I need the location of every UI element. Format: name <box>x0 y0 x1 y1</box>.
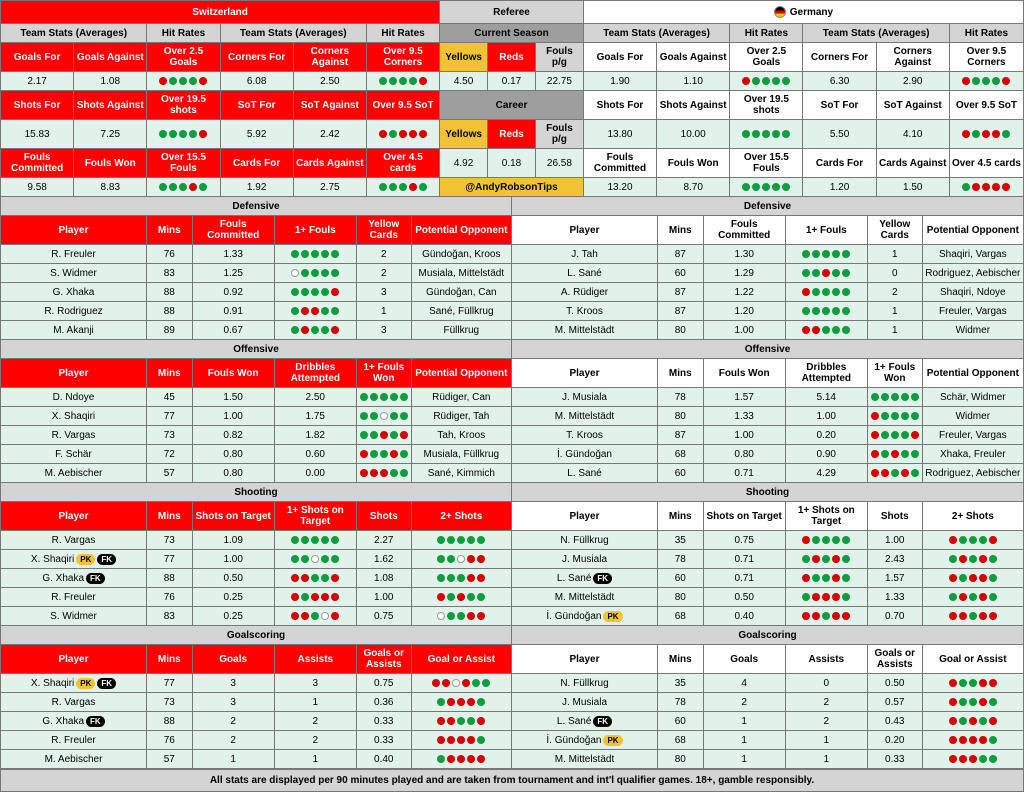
title-row: Switzerland Referee Germany <box>1 1 1023 24</box>
section-title-row: ShootingShooting <box>1 483 1023 502</box>
stat-value-row: 2.171.086.082.50 4.50 0.17 22.751.901.10… <box>1 72 1023 91</box>
player-row: M. Aebischer57110.40M. Mittelstädt80110.… <box>1 750 1023 769</box>
player-row: M. Akanji890.673FüllkrugM. Mittelstädt80… <box>1 321 1023 340</box>
ref-fouls-lbl: Fouls p/g <box>536 43 584 71</box>
player-row: S. Widmer830.250.75İ. GündoğanPK680.400.… <box>1 607 1023 626</box>
player-row: R. Freuler761.332Gündoğan, KroosJ. Tah87… <box>1 245 1023 264</box>
section-title-row: OffensiveOffensive <box>1 340 1023 359</box>
player-row: R. Vargas730.821.82Tah, KroosT. Kroos871… <box>1 426 1023 445</box>
flag-icon <box>774 6 786 18</box>
section-title-row: DefensiveDefensive <box>1 197 1023 216</box>
player-row: X. ShaqiriPKFK77330.75N. Füllkrug35400.5… <box>1 674 1023 693</box>
player-row: R. Freuler76220.33İ. GündoğanPK68110.20 <box>1 731 1023 750</box>
stat-value-row: 9.588.831.922.75@AndyRobsonTips13.208.70… <box>1 178 1023 197</box>
player-row: M. Aebischer570.800.00Sané, KimmichL. Sa… <box>1 464 1023 483</box>
player-row: G. XhakaFK88220.33L. SanéFK60120.43 <box>1 712 1023 731</box>
stat-header-row: Shots ForShots AgainstOver 19.5 shotsSoT… <box>1 91 1023 120</box>
section-cols-row: PlayerMinsFouls WonDribbles Attempted1+ … <box>1 359 1023 388</box>
team-right-name: Germany <box>584 1 1023 23</box>
player-row: X. ShaqiriPKFK771.001.62J. Musiala780.71… <box>1 550 1023 569</box>
stat-value-row: 15.837.255.922.42 Yellows Reds Fouls p/g… <box>1 120 1023 149</box>
player-row: F. Schär720.800.60Musiala, Füllkrugİ. Gü… <box>1 445 1023 464</box>
section-cols-row: PlayerMinsShots on Target1+ Shots on Tar… <box>1 502 1023 531</box>
section-title-row: GoalscoringGoalscoring <box>1 626 1023 645</box>
handle[interactable]: @AndyRobsonTips <box>440 178 584 196</box>
player-row: S. Widmer831.252Musiala, MittelstädtL. S… <box>1 264 1023 283</box>
team-left-name: Switzerland <box>1 1 440 23</box>
player-row: R. Vargas731.092.27N. Füllkrug350.751.00 <box>1 531 1023 550</box>
stat-header-row: Goals ForGoals AgainstOver 2.5 GoalsCorn… <box>1 43 1023 72</box>
footer-note: All stats are displayed per 90 minutes p… <box>1 769 1023 791</box>
ref-yellows-lbl: Yellows <box>440 43 488 71</box>
stats-container: Switzerland Referee Germany Team Stats (… <box>0 0 1024 792</box>
section-cols-row: PlayerMinsFouls Committed1+ FoulsYellow … <box>1 216 1023 245</box>
player-row: G. Xhaka880.923Gündoğan, CanA. Rüdiger87… <box>1 283 1023 302</box>
player-row: D. Ndoye451.502.50Rüdiger, CanJ. Musiala… <box>1 388 1023 407</box>
player-row: X. Shaqiri771.001.75Rüdiger, TahM. Mitte… <box>1 407 1023 426</box>
player-row: G. XhakaFK880.501.08L. SanéFK600.711.57 <box>1 569 1023 588</box>
player-row: R. Rodriguez880.911Sané, FüllkrugT. Kroo… <box>1 302 1023 321</box>
top-sub-header: Team Stats (Averages) Hit Rates Team Sta… <box>1 24 1023 43</box>
stat-header-row: Fouls CommittedFouls WonOver 15.5 FoulsC… <box>1 149 1023 178</box>
player-row: R. Freuler760.251.00M. Mittelstädt800.50… <box>1 588 1023 607</box>
section-cols-row: PlayerMinsGoalsAssistsGoals or AssistsGo… <box>1 645 1023 674</box>
referee-label: Referee <box>440 1 584 23</box>
player-row: R. Vargas73310.36J. Musiala78220.57 <box>1 693 1023 712</box>
ref-reds-lbl: Reds <box>488 43 536 71</box>
